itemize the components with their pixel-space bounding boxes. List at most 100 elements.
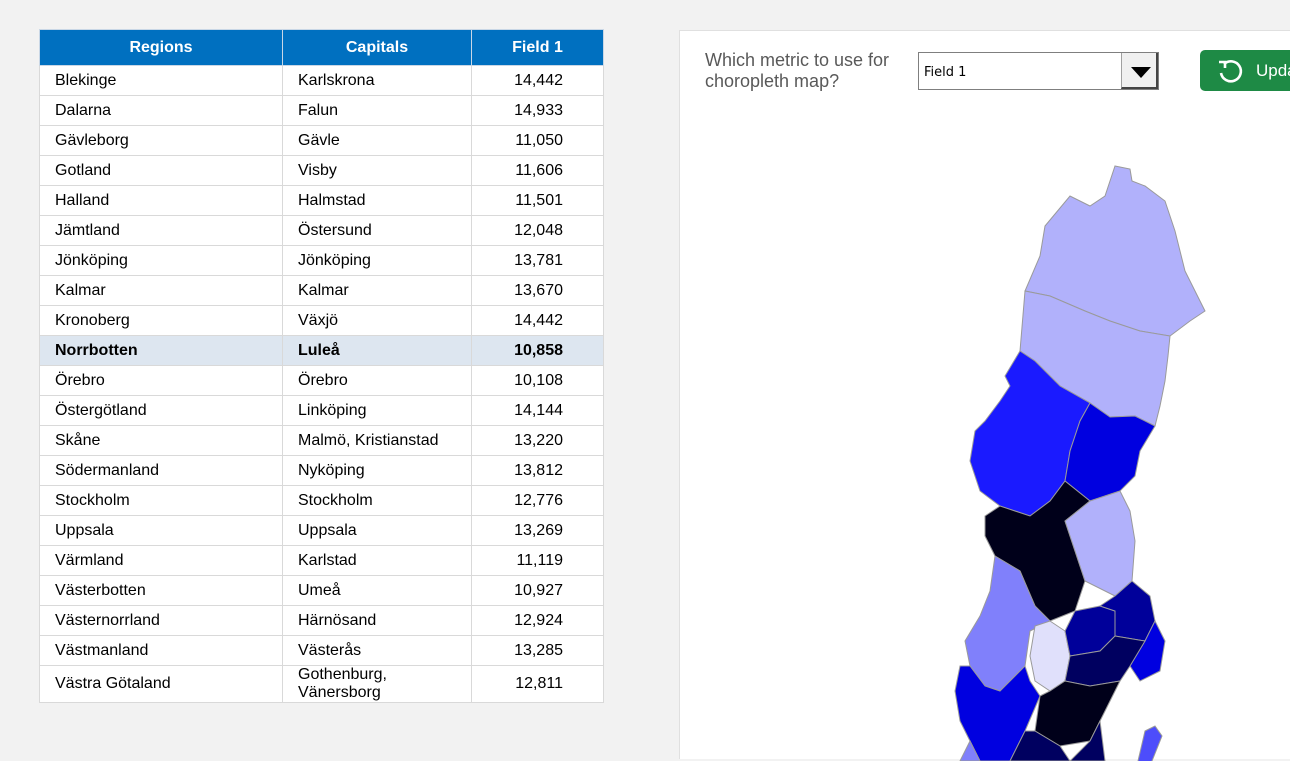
table-row[interactable]: Västmanland Västerås 13,285 [39,635,604,666]
cell-field-1: 13,285 [471,635,604,666]
table-row[interactable]: Västernorrland Härnösand 12,924 [39,605,604,636]
cell-field-1: 13,812 [471,455,604,486]
cell-region: Uppsala [39,515,283,546]
table-row[interactable]: Jämtland Östersund 12,048 [39,215,604,246]
column-header-regions[interactable]: Regions [39,29,283,66]
cell-capital: Västerås [282,635,472,666]
cell-capital: Jönköping [282,245,472,276]
cell-capital: Östersund [282,215,472,246]
cell-field-1: 14,144 [471,395,604,426]
cell-capital: Karlskrona [282,65,472,96]
metric-dropdown-value: Field 1 [924,65,967,80]
table-row[interactable]: Uppsala Uppsala 13,269 [39,515,604,546]
cell-field-1: 10,858 [471,335,604,366]
cell-region: Skåne [39,425,283,456]
cell-field-1: 14,442 [471,305,604,336]
cell-field-1: 14,442 [471,65,604,96]
cell-region: Jönköping [39,245,283,276]
cell-capital: Luleå [282,335,472,366]
cell-field-1: 13,781 [471,245,604,276]
cell-capital: Stockholm [282,485,472,516]
cell-region: Blekinge [39,65,283,96]
column-header-field-1[interactable]: Field 1 [471,29,604,66]
cell-capital: Nyköping [282,455,472,486]
cell-field-1: 13,269 [471,515,604,546]
cell-capital: Växjö [282,305,472,336]
cell-region: Västra Götaland [39,665,283,703]
table-row[interactable]: Halland Halmstad 11,501 [39,185,604,216]
cell-region: Kronoberg [39,305,283,336]
cell-region: Dalarna [39,95,283,126]
table-row[interactable]: Skåne Malmö, Kristianstad 13,220 [39,425,604,456]
regions-table: Regions Capitals Field 1 Blekinge Karlskr… [39,29,604,703]
refresh-icon [1219,59,1243,83]
cell-region: Norrbotten [39,335,283,366]
cell-region: Västerbotten [39,575,283,606]
cell-capital: Linköping [282,395,472,426]
cell-field-1: 11,119 [471,545,604,576]
map-region-vastra-gotaland[interactable] [954,665,1041,761]
table-row[interactable]: Västerbotten Umeå 10,927 [39,575,604,606]
table-row[interactable]: Gävleborg Gävle 11,050 [39,125,604,156]
table-row[interactable]: Östergötland Linköping 14,144 [39,395,604,426]
table-body: Blekinge Karlskrona 14,442 Dalarna Falun 14,9… [39,65,604,703]
map-region-gotland[interactable] [1137,725,1163,761]
map-region-gavleborg[interactable] [1064,490,1136,597]
cell-region: Värmland [39,545,283,576]
column-header-capitals[interactable]: Capitals [282,29,472,66]
cell-region: Södermanland [39,455,283,486]
cell-region: Östergötland [39,395,283,426]
cell-capital: Karlstad [282,545,472,576]
cell-field-1: 11,501 [471,185,604,216]
cell-capital: Örebro [282,365,472,396]
cell-capital: Gothenburg, Vänersborg [282,665,472,703]
cell-field-1: 14,933 [471,95,604,126]
table-row[interactable]: Blekinge Karlskrona 14,442 [39,65,604,96]
cell-field-1: 10,927 [471,575,604,606]
cell-field-1: 12,048 [471,215,604,246]
cell-region: Västmanland [39,635,283,666]
chevron-down-icon[interactable] [1121,53,1158,89]
map-region-ostergotland[interactable] [1034,680,1121,747]
table-row[interactable]: Värmland Karlstad 11,119 [39,545,604,576]
cell-region: Stockholm [39,485,283,516]
cell-region: Kalmar [39,275,283,306]
table-row[interactable]: Dalarna Falun 14,933 [39,95,604,126]
cell-capital: Gävle [282,125,472,156]
map-region-jonkoping[interactable] [1009,730,1071,761]
table-row[interactable]: Västra Götaland Gothenburg, Vänersborg 12,… [39,665,604,703]
table-row[interactable]: Örebro Örebro 10,108 [39,365,604,396]
cell-capital: Malmö, Kristianstad [282,425,472,456]
map-region-halland[interactable] [959,739,981,761]
cell-field-1: 11,606 [471,155,604,186]
cell-field-1: 10,108 [471,365,604,396]
cell-capital: Härnösand [282,605,472,636]
metric-dropdown[interactable]: Field 1 [918,52,1159,90]
table-row[interactable]: Norrbotten Luleå 10,858 [39,335,604,366]
cell-capital: Uppsala [282,515,472,546]
cell-field-1: 12,776 [471,485,604,516]
cell-region: Gotland [39,155,283,186]
cell-field-1: 12,811 [471,665,604,703]
map-region-orebro[interactable] [1029,620,1071,692]
table-row[interactable]: Kronoberg Växjö 14,442 [39,305,604,336]
map-panel: Which metric to use for choropleth map? … [679,30,1290,761]
cell-capital: Halmstad [282,185,472,216]
cell-capital: Umeå [282,575,472,606]
cell-capital: Visby [282,155,472,186]
cell-field-1: 13,220 [471,425,604,456]
table-row[interactable]: Kalmar Kalmar 13,670 [39,275,604,306]
map-region-kalmar[interactable] [1069,719,1106,761]
update-button-label: Upda [1256,61,1290,80]
table-row[interactable]: Gotland Visby 11,606 [39,155,604,186]
cell-field-1: 13,670 [471,275,604,306]
cell-field-1: 12,924 [471,605,604,636]
table-row[interactable]: Jönköping Jönköping 13,781 [39,245,604,276]
update-button[interactable]: Upda [1200,50,1290,91]
cell-capital: Kalmar [282,275,472,306]
cell-region: Västernorrland [39,605,283,636]
map-region-vasternorrland[interactable] [1064,402,1156,502]
cell-region: Halland [39,185,283,216]
table-row[interactable]: Stockholm Stockholm 12,776 [39,485,604,516]
table-row[interactable]: Södermanland Nyköping 13,812 [39,455,604,486]
